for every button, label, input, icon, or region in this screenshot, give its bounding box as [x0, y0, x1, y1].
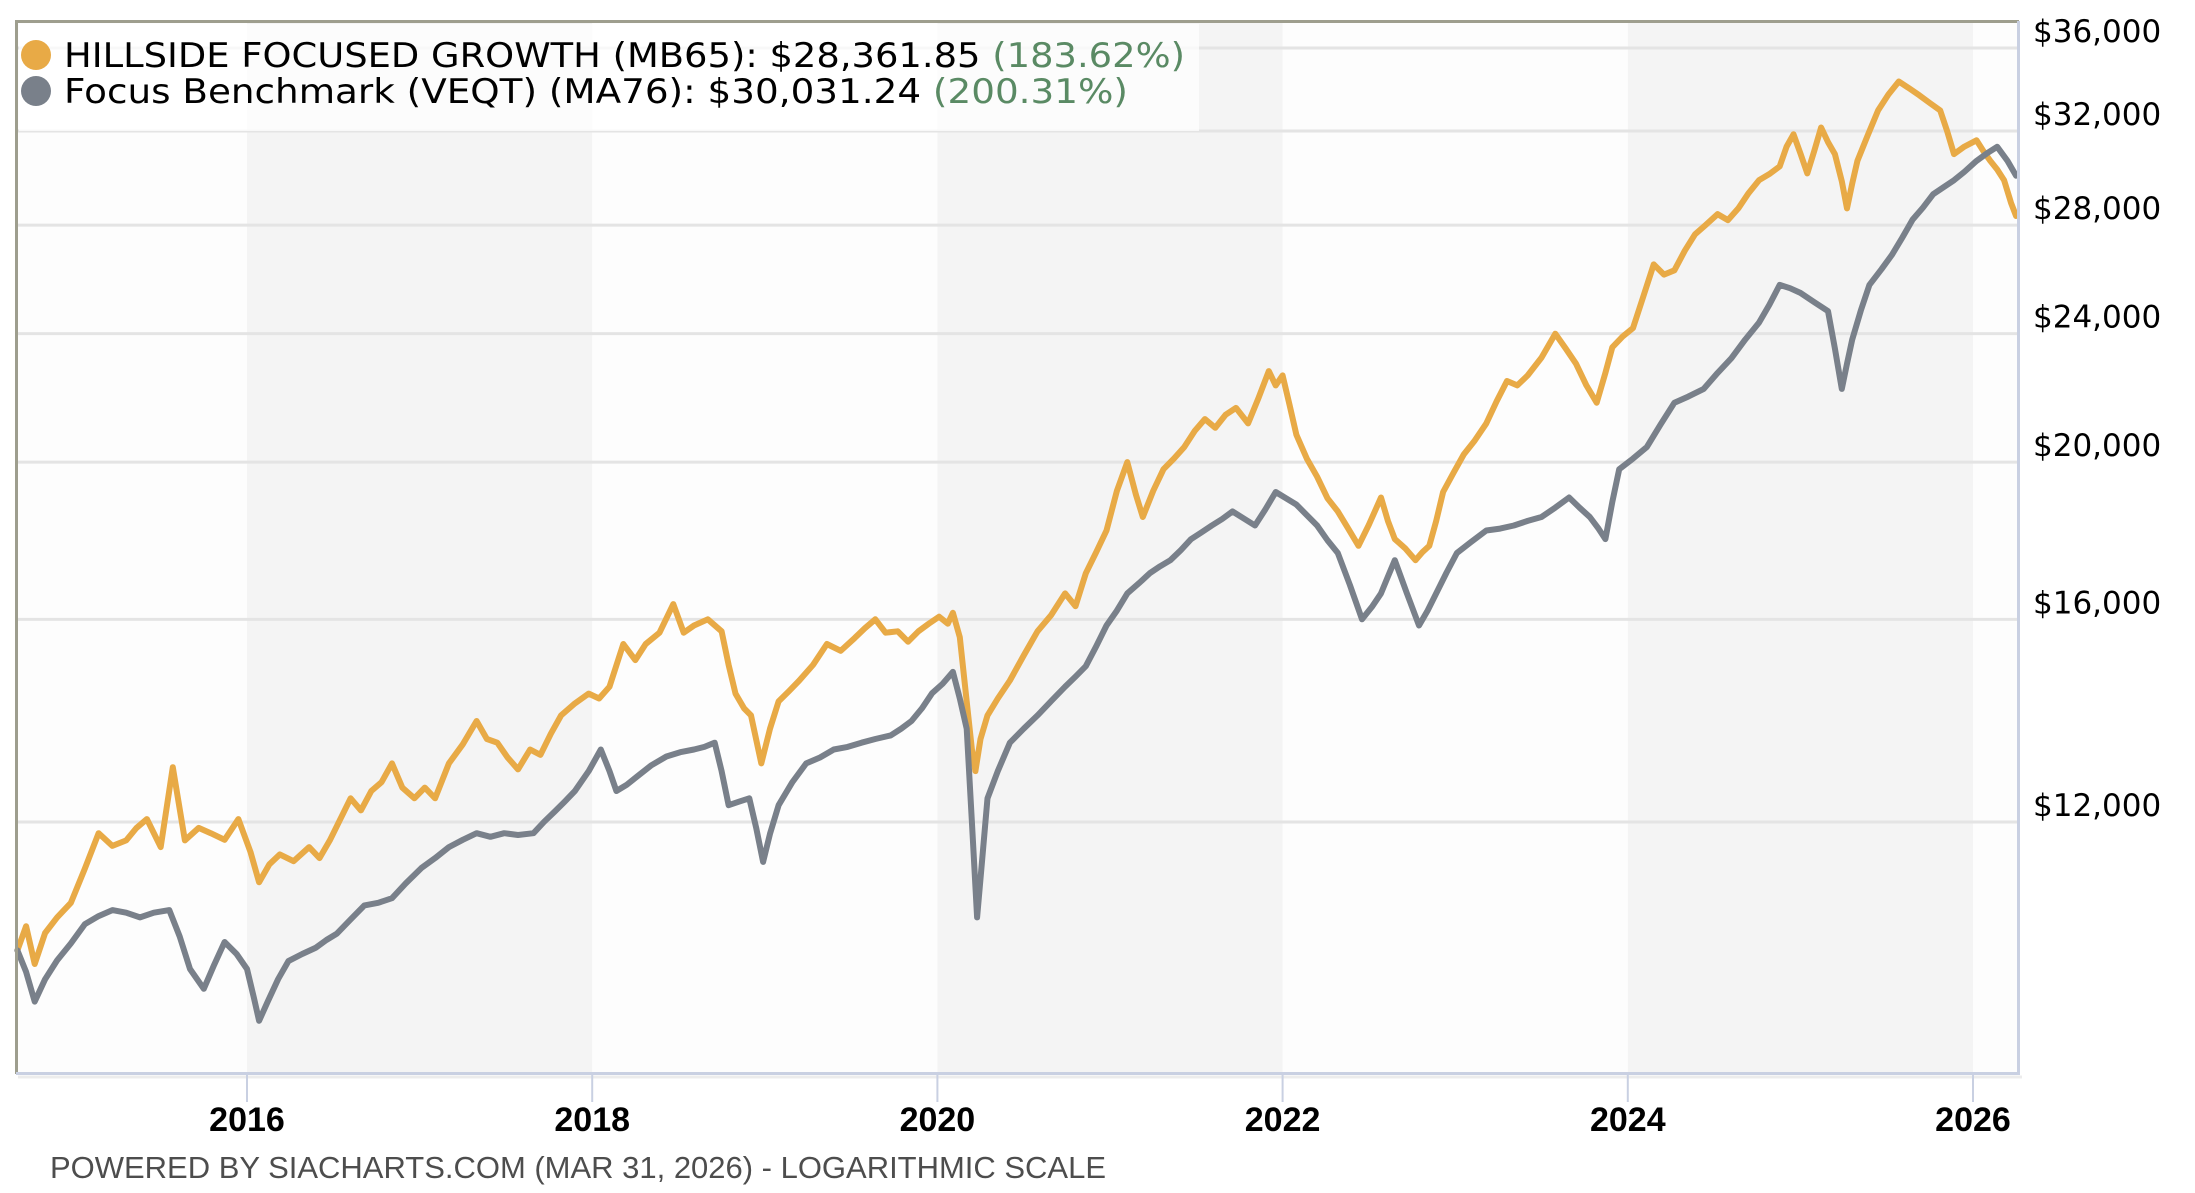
y-tick-label: $32,000 [2033, 97, 2161, 133]
footer-credit: POWERED BY SIACHARTS.COM (MAR 31, 2026) … [50, 1150, 1106, 1185]
legend-benchmark-name: Focus Benchmark (VEQT) (MA76) [64, 72, 683, 112]
shaded-year-bands [247, 21, 1973, 1074]
legend-label-fund: HILLSIDE FOCUSED GROWTH (MB65): $28,361.… [64, 36, 1185, 76]
legend-item-fund[interactable]: HILLSIDE FOCUSED GROWTH (MB65): $28,361.… [21, 36, 1185, 76]
legend-item-benchmark[interactable]: Focus Benchmark (VEQT) (MA76): $30,031.2… [21, 72, 1128, 112]
series-line-benchmark[interactable] [14, 143, 2020, 1024]
y-tick-label: $36,000 [2033, 14, 2161, 50]
series-line-fund[interactable] [14, 78, 2020, 967]
shaded-band [1627, 21, 1973, 1074]
legend-label-benchmark: Focus Benchmark (VEQT) (MA76): $30,031.2… [64, 72, 1128, 112]
shaded-band [937, 21, 1283, 1074]
legend-background [19, 24, 1199, 131]
shaded-band [247, 21, 593, 1074]
y-tick-label: $24,000 [2033, 300, 2161, 336]
y-tick-label: $16,000 [2033, 585, 2161, 621]
legend-benchmark-value: $30,031.24 [708, 72, 922, 112]
legend-benchmark-return: (200.31%) [933, 72, 1128, 112]
y-tick-label: $12,000 [2033, 788, 2161, 824]
x-tick-label: 2022 [1245, 1101, 1321, 1139]
x-tick-label: 2026 [1935, 1101, 2011, 1139]
legend-fund-name: HILLSIDE FOCUSED GROWTH (MB65) [64, 36, 745, 76]
legend-dot-fund [21, 40, 51, 70]
x-tick-label: 2018 [554, 1101, 630, 1139]
y-tick-label: $20,000 [2033, 428, 2161, 464]
legend: HILLSIDE FOCUSED GROWTH (MB65): $28,361.… [19, 24, 1199, 131]
x-tick-label: 2016 [209, 1101, 285, 1139]
legend-fund-value: $28,361.85 [769, 36, 980, 76]
legend-benchmark-colon: : [683, 72, 707, 112]
series-lines [14, 78, 2020, 1024]
x-axis: 2016 2018 2020 2022 2024 2026 [209, 1074, 2011, 1139]
x-tick-label: 2020 [900, 1101, 976, 1139]
legend-fund-colon: : [745, 36, 769, 76]
y-axis: $12,000 $16,000 $20,000 $24,000 $28,000 $32,0… [2033, 14, 2161, 824]
legend-dot-benchmark [21, 76, 51, 106]
x-tick-label: 2024 [1590, 1101, 1666, 1139]
y-tick-label: $28,000 [2033, 191, 2161, 227]
legend-fund-return: (183.62%) [992, 36, 1185, 76]
